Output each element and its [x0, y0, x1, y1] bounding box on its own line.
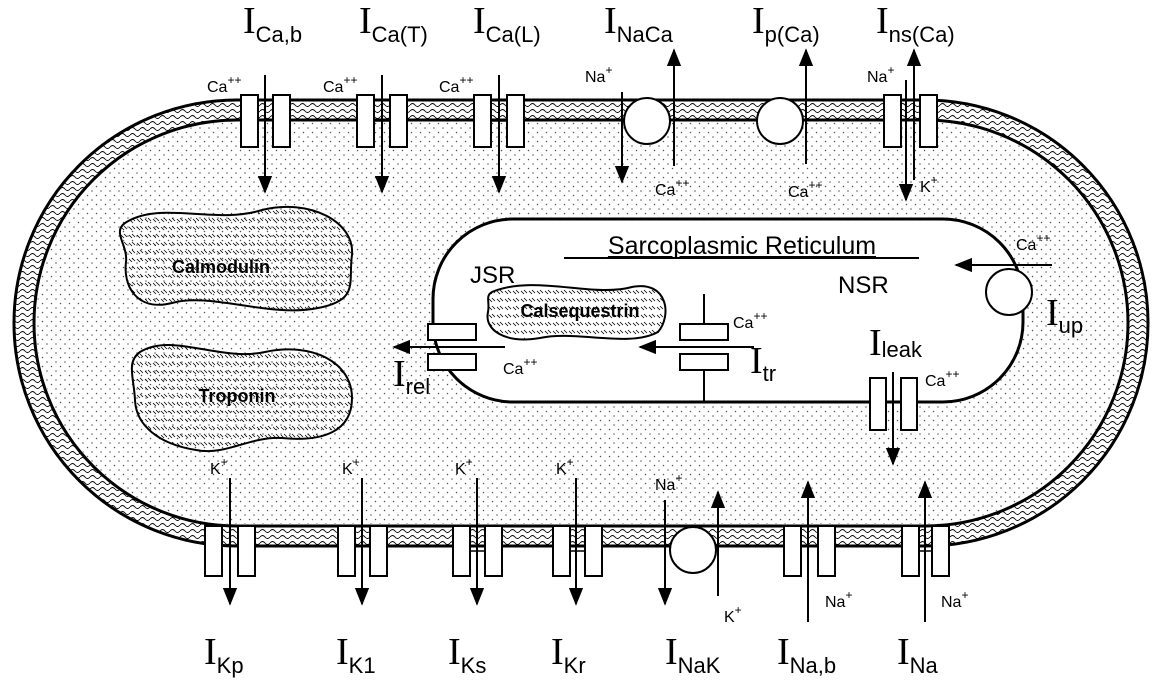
- ion-ca: Ca++: [1016, 231, 1050, 254]
- label-ina: INa: [897, 631, 939, 678]
- channel-ileak: [869, 372, 918, 466]
- label-ica-t: ICa(T): [359, 0, 428, 47]
- ion-k: K+: [920, 173, 938, 196]
- ion-na: Na+: [585, 63, 612, 86]
- troponin-label: Troponin: [199, 386, 276, 406]
- label-ipca: Ip(Ca): [752, 0, 820, 47]
- calmodulin-blob: [118, 205, 354, 312]
- label-itr: Itr: [750, 340, 776, 386]
- channel-ins-ca: [883, 48, 938, 202]
- ion-k: K+: [724, 603, 742, 626]
- ion-na: Na+: [825, 588, 852, 611]
- channel-ica-l: [473, 75, 525, 194]
- label-ileak: Ileak: [869, 322, 923, 364]
- ion-na: Na+: [941, 588, 968, 611]
- channel-itr: [638, 294, 754, 402]
- ion-na: Na+: [655, 471, 682, 494]
- ion-ca: Ca++: [925, 367, 959, 390]
- ion-k: K+: [210, 455, 228, 478]
- channel-ina: [901, 480, 950, 622]
- jsr-label: JSR: [470, 262, 515, 289]
- label-iks: IKs: [448, 631, 486, 678]
- label-ins-ca: Ins(Ca): [876, 0, 955, 47]
- ion-k: K+: [342, 455, 360, 478]
- exchanger-inaca: [614, 48, 682, 184]
- channel-ica-t: [356, 75, 408, 194]
- label-irel: Irel: [393, 353, 430, 399]
- label-inab: INa,b: [777, 631, 836, 678]
- ion-ca: Ca++: [733, 309, 767, 332]
- label-inaca: INaCa: [604, 0, 674, 47]
- channel-iks: [452, 478, 503, 606]
- nsr-label: NSR: [838, 272, 889, 299]
- ion-ca: Ca++: [655, 176, 689, 199]
- channel-ica-b: [240, 75, 291, 194]
- pump-inak: [657, 490, 726, 606]
- ion-na: Na+: [867, 63, 894, 86]
- label-iup: Iup: [1046, 292, 1083, 338]
- sr-title: Sarcoplasmic Reticulum: [608, 232, 876, 260]
- label-ica-l: ICa(L): [473, 0, 541, 47]
- channel-irel: [392, 323, 505, 371]
- ion-k: K+: [455, 455, 473, 478]
- pump-iup: [954, 257, 1052, 316]
- ion-ca: Ca++: [788, 178, 822, 201]
- calsequestrin-label: Calsequestrin: [520, 301, 639, 321]
- ion-k: K+: [556, 455, 574, 478]
- ion-ca: Ca++: [503, 355, 537, 378]
- calsequestrin-blob: [486, 284, 667, 341]
- ion-ca: Ca++: [207, 73, 241, 96]
- troponin-blob: [130, 343, 354, 453]
- channel-ik1: [337, 478, 388, 606]
- ion-ca: Ca++: [323, 73, 357, 96]
- channel-ikp: [204, 478, 256, 606]
- ion-ca: Ca++: [439, 73, 473, 96]
- calmodulin-label: Calmodulin: [172, 257, 270, 277]
- label-inak: INaK: [665, 631, 721, 678]
- pump-ipca: [756, 48, 814, 164]
- channel-ikr: [552, 478, 603, 606]
- label-ica-b: ICa,b: [243, 0, 302, 47]
- label-ik1: IK1: [336, 631, 376, 678]
- channel-inab: [783, 480, 836, 622]
- label-ikr: IKr: [551, 631, 586, 678]
- label-ikp: IKp: [204, 631, 244, 678]
